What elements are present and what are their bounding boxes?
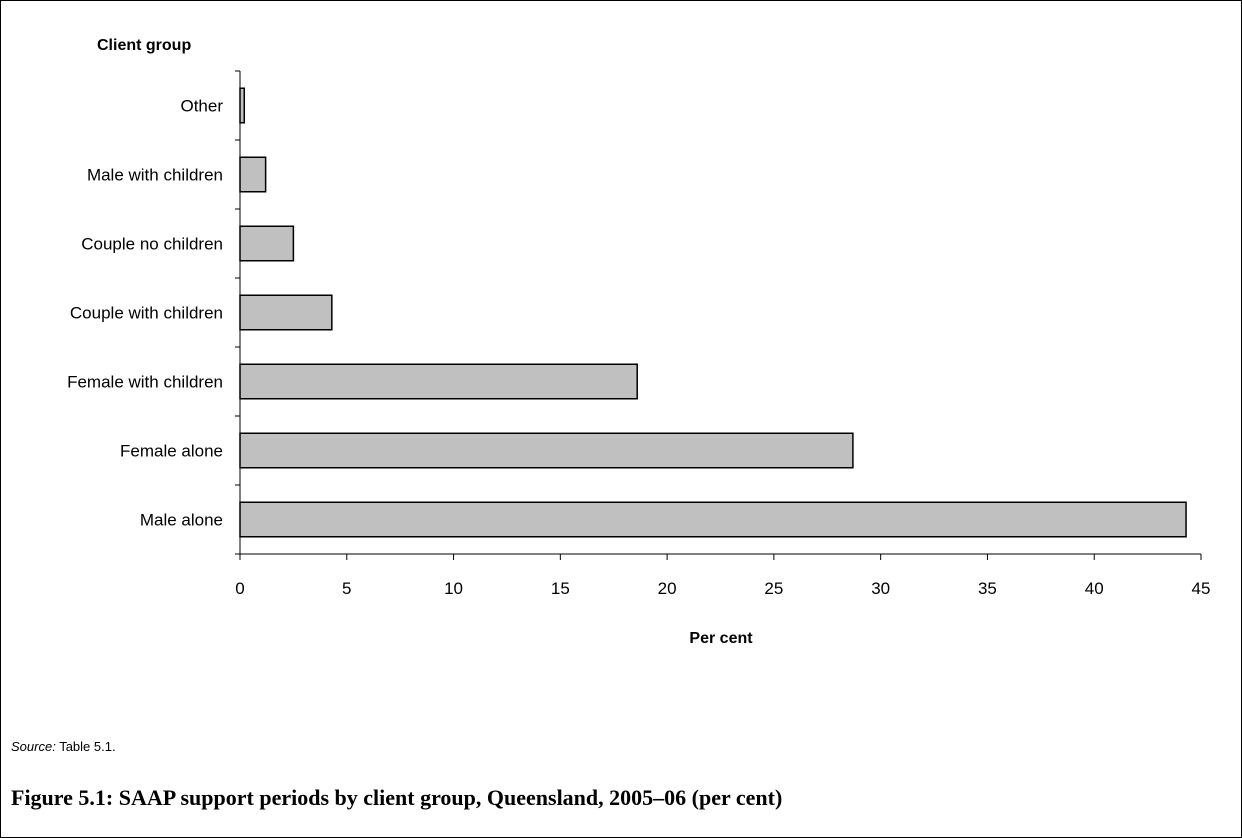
- bar-couple-with-children: [239, 294, 333, 331]
- category-label: Couple with children: [70, 304, 223, 323]
- category-label: Male alone: [140, 511, 223, 530]
- x-tick-label: 25: [764, 579, 783, 598]
- bar-male-with-children: [239, 156, 267, 193]
- category-label: Other: [180, 97, 223, 116]
- bar-female-alone: [239, 432, 854, 469]
- labels-group: Other Male with children Couple no childre…: [67, 97, 1210, 599]
- source-note: Source: Table 5.1.: [11, 739, 116, 754]
- x-tick-label: 0: [235, 579, 244, 598]
- bars-group: [239, 87, 1187, 538]
- bar-female-with-children: [239, 363, 638, 400]
- x-tick-label: 20: [658, 579, 677, 598]
- axes-group: [235, 70, 1202, 560]
- bar-couple-no-children: [239, 225, 295, 262]
- bar-male-alone: [239, 501, 1187, 538]
- bar-other: [239, 87, 246, 124]
- x-tick-label: 35: [978, 579, 997, 598]
- category-label: Male with children: [87, 166, 223, 185]
- category-label: Couple no children: [81, 235, 223, 254]
- figure-caption: Figure 5.1: SAAP support periods by clie…: [11, 785, 783, 810]
- source-label: Source:: [11, 739, 56, 754]
- x-tick-label: 10: [444, 579, 463, 598]
- x-axis-title: Per cent: [689, 630, 753, 647]
- x-tick-label: 15: [551, 579, 570, 598]
- source-text: Table 5.1.: [59, 739, 116, 754]
- category-label: Female with children: [67, 373, 223, 392]
- x-tick-label: 40: [1085, 579, 1104, 598]
- y-axis-title: Client group: [97, 37, 191, 54]
- x-tick-label: 30: [871, 579, 890, 598]
- x-tick-label: 45: [1192, 579, 1211, 598]
- x-tick-label: 5: [342, 579, 351, 598]
- category-label: Female alone: [120, 442, 223, 461]
